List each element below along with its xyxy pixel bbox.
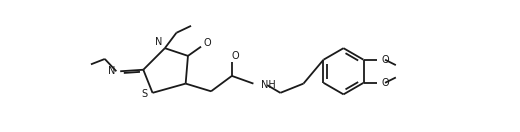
Text: S: S [142, 89, 148, 99]
Text: O: O [381, 78, 389, 88]
Text: O: O [232, 51, 240, 61]
Text: N: N [155, 37, 163, 47]
Text: O: O [381, 55, 389, 65]
Text: O: O [203, 38, 211, 48]
Text: N: N [108, 66, 115, 76]
Text: NH: NH [261, 80, 276, 90]
